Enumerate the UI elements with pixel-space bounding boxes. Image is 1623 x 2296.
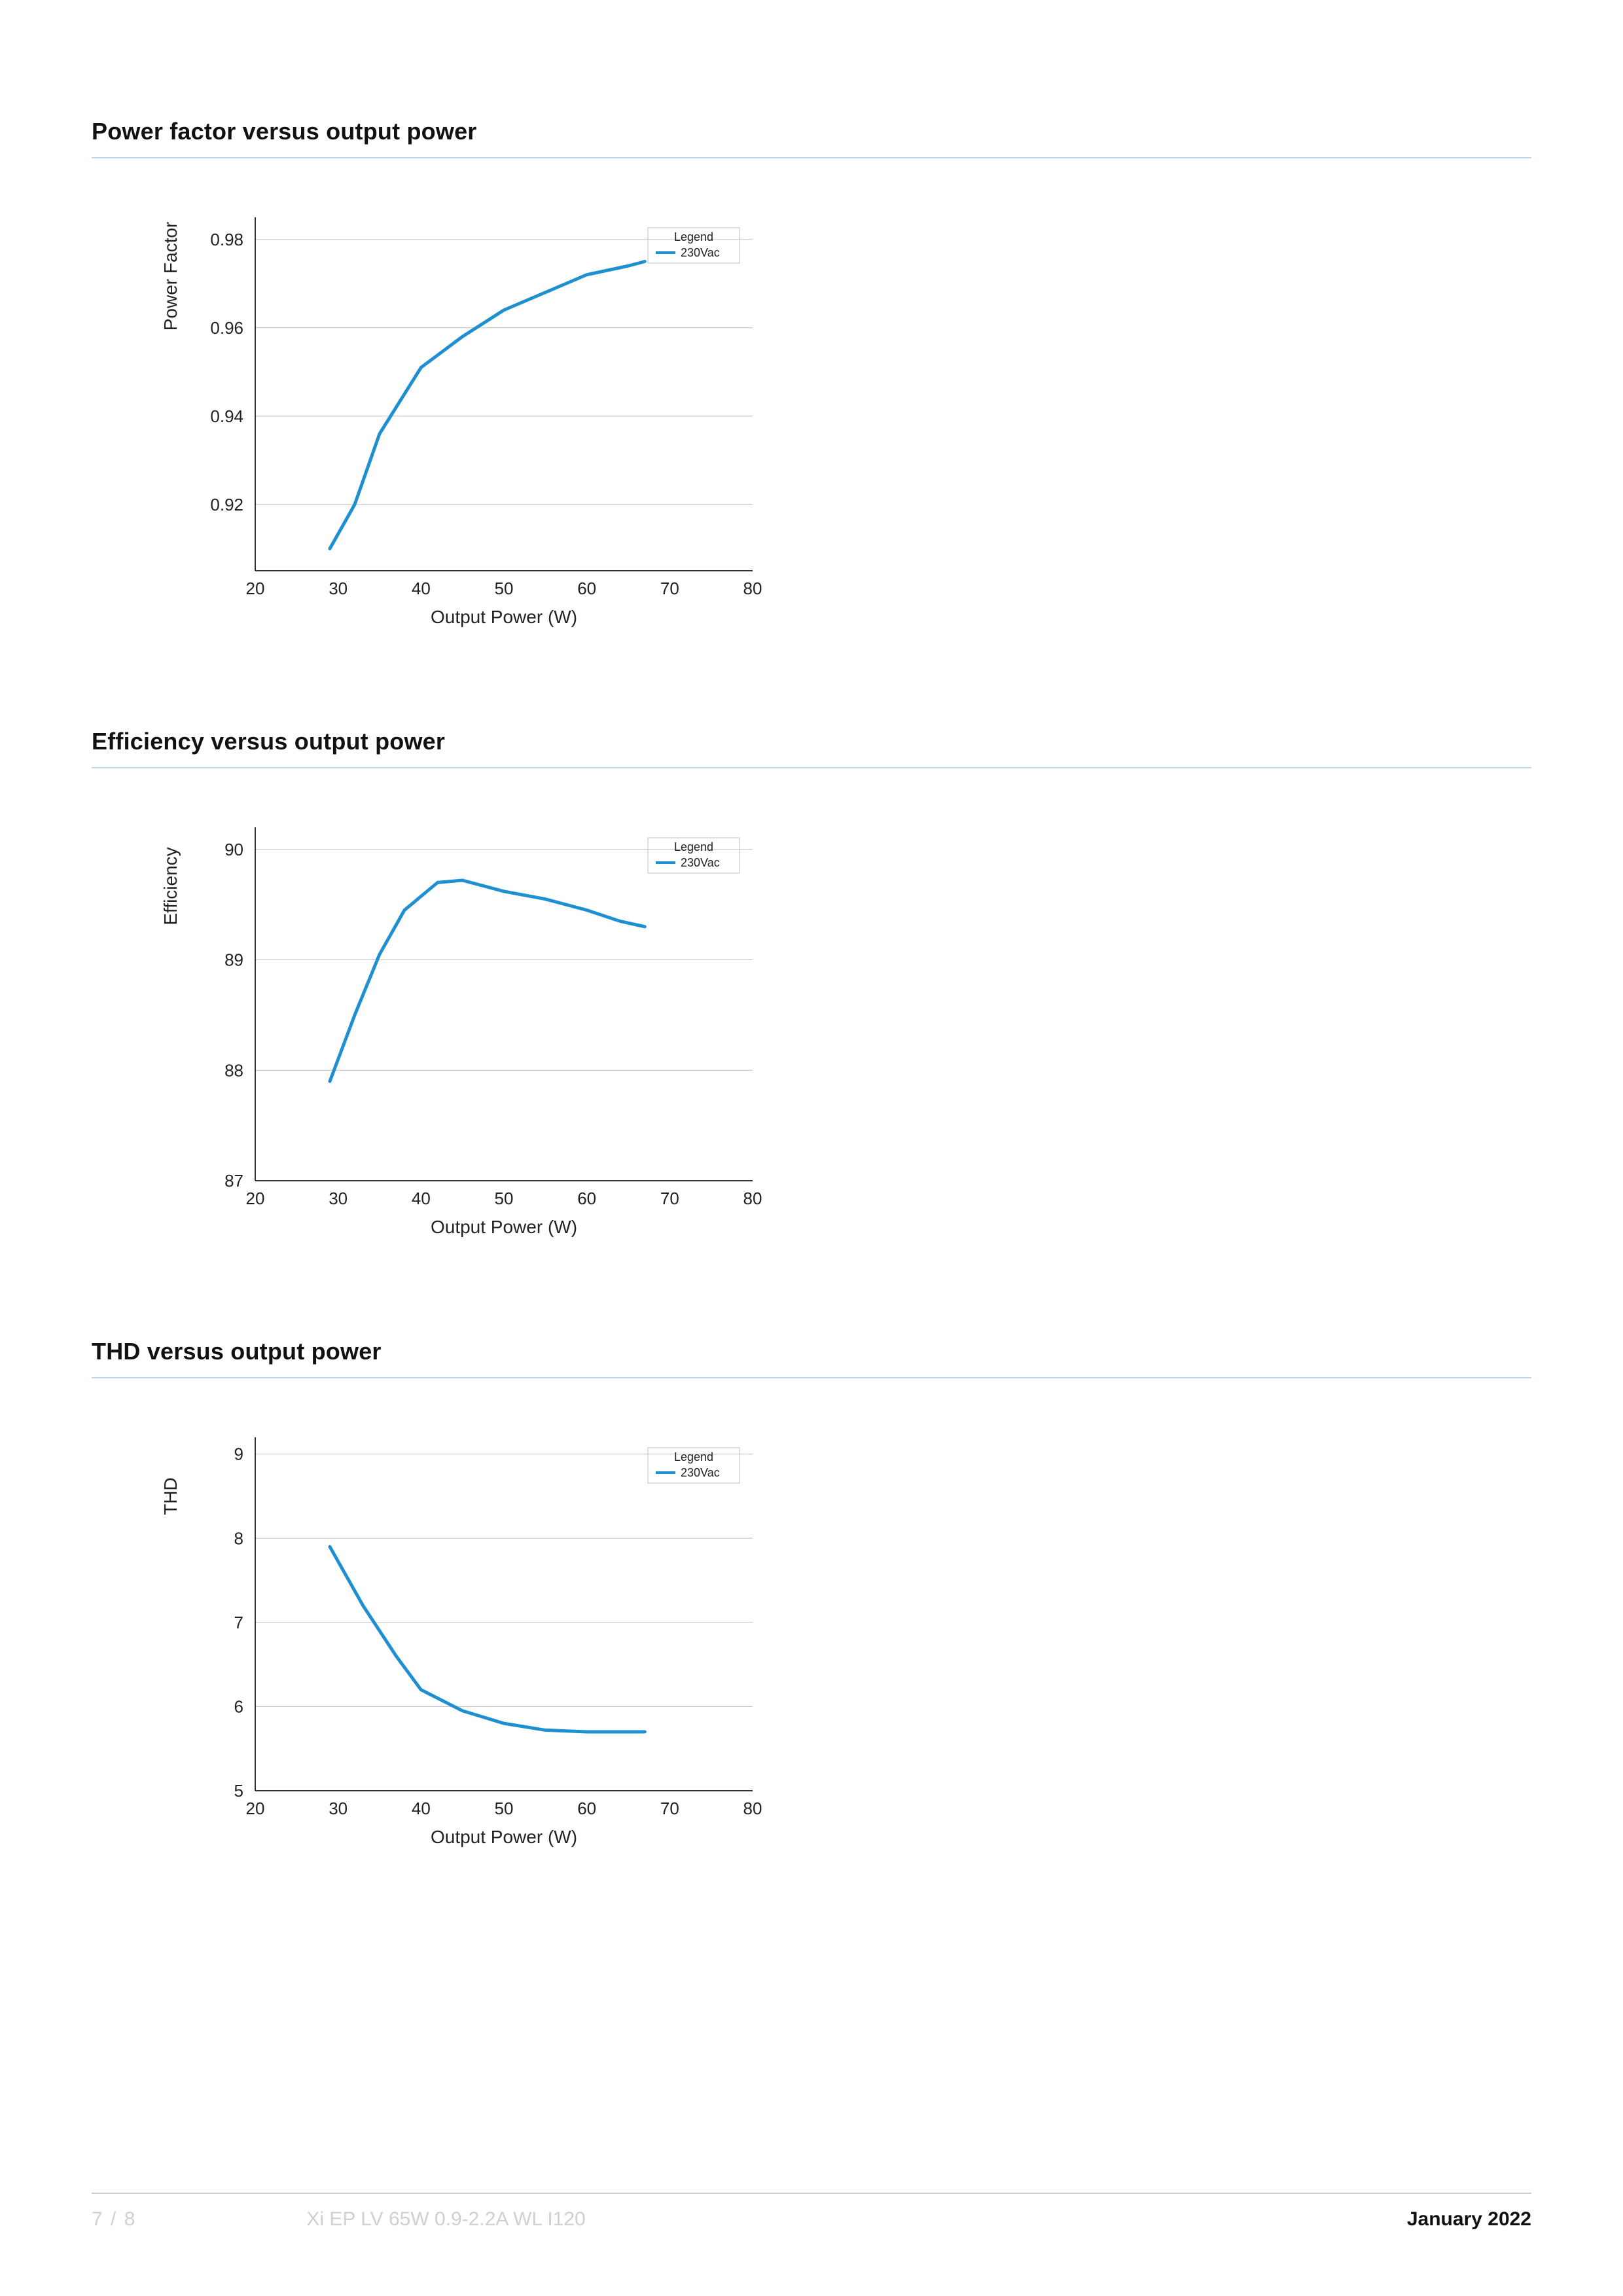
svg-text:80: 80	[743, 579, 762, 598]
svg-text:0.96: 0.96	[210, 318, 243, 338]
chart-power-factor: 0.92 0.94 0.96 0.98 20 30 40 50 60 70 80 Output Pow…	[144, 204, 1531, 649]
section-title: Power factor versus output power	[92, 118, 1531, 145]
page-footer: 7 / 8 Xi EP LV 65W 0.9-2.2A WL I120 Janu…	[0, 2193, 1623, 2231]
svg-text:60: 60	[577, 579, 596, 598]
chart-thd: 5 6 7 8 9 20 30 40 50 60 70 80 Output Power (W) THD Le…	[144, 1424, 1531, 1869]
svg-text:0.98: 0.98	[210, 230, 243, 249]
chart-efficiency: 87 88 89 90 20 30 40 50 60 70 80 Output Power (W) Ef…	[144, 814, 1531, 1259]
svg-text:40: 40	[412, 1189, 431, 1208]
svg-text:20: 20	[246, 1189, 265, 1208]
svg-text:70: 70	[660, 1189, 679, 1208]
svg-text:89: 89	[224, 950, 243, 970]
svg-text:88: 88	[224, 1060, 243, 1080]
section-title: Efficiency versus output power	[92, 728, 1531, 755]
svg-text:20: 20	[246, 579, 265, 598]
svg-text:Legend: Legend	[674, 1450, 713, 1463]
svg-text:Efficiency: Efficiency	[160, 847, 181, 925]
svg-text:Power Factor: Power Factor	[160, 222, 181, 331]
section-divider	[92, 767, 1531, 768]
svg-text:80: 80	[743, 1189, 762, 1208]
svg-text:20: 20	[246, 1799, 265, 1818]
svg-text:230Vac: 230Vac	[681, 856, 720, 869]
svg-text:0.94: 0.94	[210, 406, 243, 426]
svg-text:230Vac: 230Vac	[681, 246, 720, 259]
svg-text:87: 87	[224, 1171, 243, 1191]
section-divider	[92, 157, 1531, 158]
svg-text:50: 50	[495, 1189, 514, 1208]
svg-text:40: 40	[412, 579, 431, 598]
svg-text:7: 7	[234, 1613, 243, 1632]
svg-text:0.92: 0.92	[210, 495, 243, 514]
svg-text:70: 70	[660, 1799, 679, 1818]
svg-text:50: 50	[495, 579, 514, 598]
svg-text:230Vac: 230Vac	[681, 1466, 720, 1479]
section-divider	[92, 1377, 1531, 1378]
svg-text:30: 30	[329, 1799, 348, 1818]
svg-text:40: 40	[412, 1799, 431, 1818]
footer-date: January 2022	[1407, 2208, 1531, 2231]
svg-text:30: 30	[329, 579, 348, 598]
svg-text:80: 80	[743, 1799, 762, 1818]
section-power-factor: Power factor versus output power 0.920.9…	[92, 118, 1531, 649]
footer-divider	[92, 2193, 1531, 2194]
svg-text:Output Power (W): Output Power (W)	[431, 607, 577, 627]
svg-text:30: 30	[329, 1189, 348, 1208]
svg-text:Output Power (W): Output Power (W)	[431, 1827, 577, 1847]
section-title: THD versus output power	[92, 1338, 1531, 1365]
svg-text:5: 5	[234, 1781, 243, 1801]
svg-text:8: 8	[234, 1528, 243, 1548]
svg-text:Legend: Legend	[674, 230, 713, 243]
svg-text:Legend: Legend	[674, 840, 713, 853]
section-thd: THD versus output power 5 6 7 8 9 20 30 40 50 60 7…	[92, 1338, 1531, 1869]
svg-text:90: 90	[224, 840, 243, 859]
svg-text:9: 9	[234, 1444, 243, 1464]
svg-text:THD: THD	[160, 1477, 181, 1515]
page-number: 7 / 8	[92, 2208, 136, 2231]
product-name: Xi EP LV 65W 0.9-2.2A WL I120	[306, 2208, 585, 2231]
svg-text:60: 60	[577, 1189, 596, 1208]
svg-text:70: 70	[660, 579, 679, 598]
svg-text:6: 6	[234, 1696, 243, 1716]
section-efficiency: Efficiency versus output power 87 88 89 90 2…	[92, 728, 1531, 1259]
svg-text:50: 50	[495, 1799, 514, 1818]
svg-text:Output Power (W): Output Power (W)	[431, 1217, 577, 1237]
svg-text:60: 60	[577, 1799, 596, 1818]
